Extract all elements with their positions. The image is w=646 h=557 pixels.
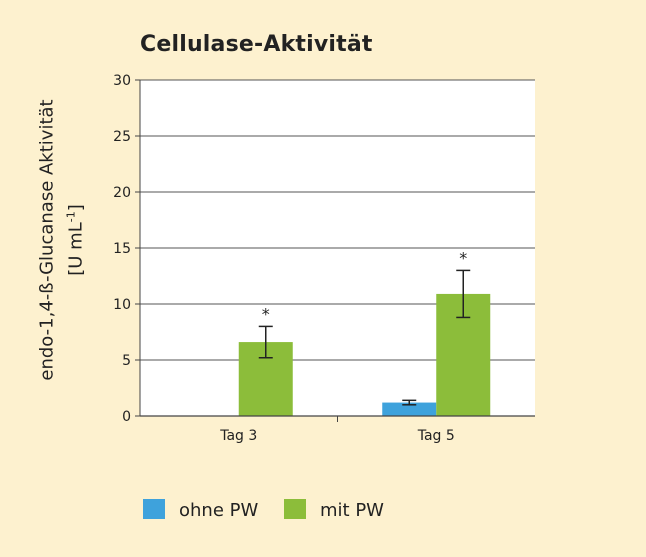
legend-label: ohne PW: [179, 500, 258, 521]
y-tick-label: 15: [113, 241, 131, 257]
y-tick-label: 30: [113, 73, 131, 89]
legend-swatch: [143, 499, 165, 519]
x-tick-label: Tag 3: [219, 428, 257, 444]
y-tick-label: 10: [113, 297, 131, 313]
legend-swatch: [284, 499, 306, 519]
significance-marker: *: [262, 304, 270, 323]
legend-label: mit PW: [320, 500, 384, 521]
significance-marker: *: [459, 248, 467, 267]
y-tick-label: 5: [122, 353, 131, 369]
y-tick-label: 0: [122, 409, 131, 425]
y-tick-label: 25: [113, 129, 131, 145]
x-tick-label: Tag 5: [417, 428, 455, 444]
y-tick-label: 20: [113, 185, 131, 201]
bar: [382, 402, 437, 416]
chart-title: Cellulase-Aktivität: [140, 32, 373, 57]
